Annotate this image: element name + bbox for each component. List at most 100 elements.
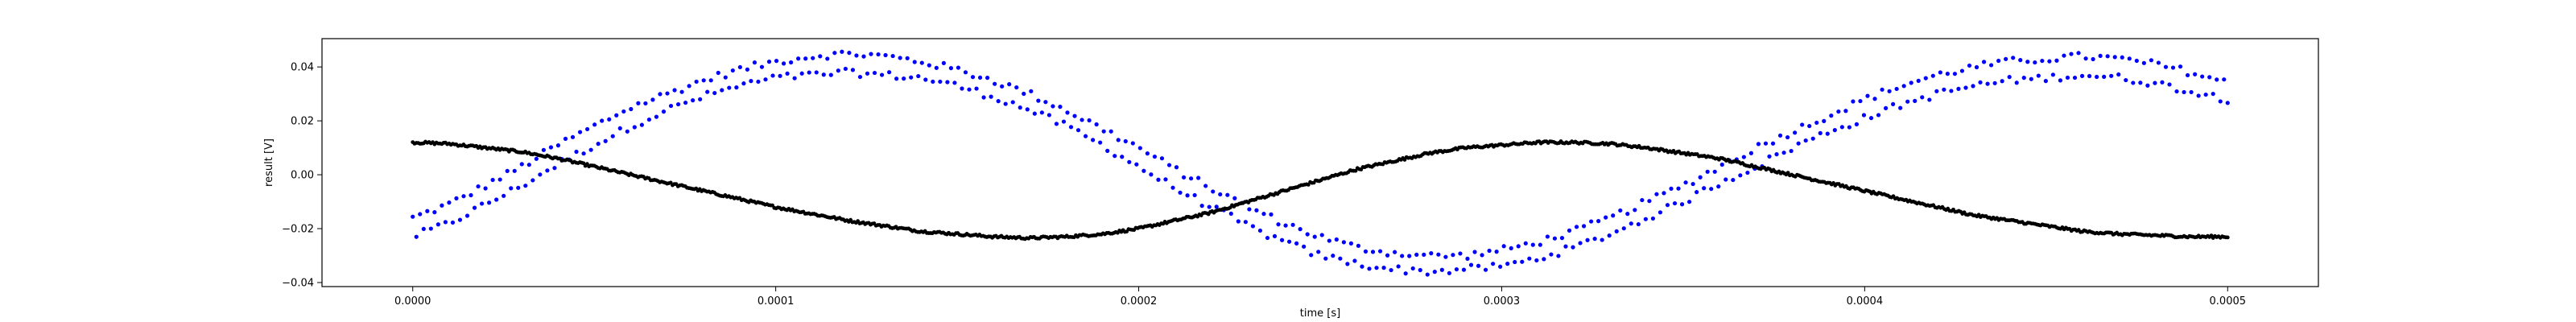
data-point-blue — [1410, 266, 1415, 271]
data-point-blue — [1756, 142, 1761, 147]
data-point-blue — [1123, 138, 1128, 144]
data-point-blue — [1400, 254, 1405, 258]
data-point-blue — [705, 89, 710, 94]
data-point-blue — [596, 142, 601, 147]
data-point-blue — [825, 56, 830, 61]
data-point-blue — [526, 163, 531, 167]
data-point-blue — [1822, 118, 1827, 123]
data-point-blue — [411, 214, 415, 219]
data-point-blue — [1516, 244, 1521, 249]
series-blue-points — [411, 49, 2230, 277]
data-point-blue — [414, 234, 419, 239]
data-point-blue — [457, 217, 463, 222]
data-point-blue — [1010, 100, 1015, 105]
data-point-blue — [1745, 170, 1750, 175]
data-point-blue — [1520, 259, 1525, 264]
data-point-blue — [989, 94, 993, 99]
data-point-blue — [1552, 236, 1558, 241]
data-point-blue — [530, 178, 535, 183]
data-point-blue — [1418, 267, 1422, 273]
data-point-blue — [1468, 262, 1474, 267]
data-point-blue — [1793, 130, 1798, 135]
y-tick-label: −0.02 — [282, 224, 314, 236]
data-point-blue — [512, 168, 517, 173]
data-point-blue — [2174, 89, 2179, 94]
data-point-blue — [2098, 53, 2103, 58]
data-point-blue — [1051, 104, 1055, 109]
data-point-blue — [967, 87, 972, 92]
data-point-blue — [781, 61, 786, 66]
data-point-blue — [545, 168, 550, 173]
data-point-blue — [869, 52, 873, 56]
data-point-blue — [1803, 138, 1808, 143]
data-point-blue — [2091, 56, 2095, 62]
data-point-blue — [1185, 193, 1190, 198]
data-point-blue — [1257, 228, 1263, 233]
data-point-blue — [1360, 264, 1364, 269]
data-point-blue — [2160, 80, 2165, 85]
data-point-blue — [2014, 80, 2019, 85]
data-point-blue — [538, 172, 543, 177]
data-point-blue — [683, 100, 688, 105]
data-point-blue — [436, 222, 440, 227]
data-point-blue — [432, 210, 437, 215]
data-point-blue — [1887, 89, 1892, 93]
data-point-blue — [1589, 219, 1594, 224]
data-point-blue — [447, 200, 452, 205]
data-point-blue — [993, 81, 997, 86]
data-point-blue — [1527, 256, 1532, 261]
data-point-blue — [600, 118, 605, 123]
data-point-blue — [894, 76, 899, 81]
data-point-blue — [1018, 105, 1022, 110]
data-point-blue — [1348, 241, 1353, 246]
data-point-blue — [712, 90, 717, 96]
data-point-blue — [1967, 63, 1972, 68]
data-point-blue — [2182, 89, 2186, 95]
data-point-blue — [1647, 199, 1652, 204]
data-point-blue — [1345, 262, 1350, 266]
data-point-blue — [2076, 51, 2081, 56]
data-point-blue — [2153, 80, 2157, 85]
data-point-blue — [1702, 186, 1707, 191]
data-point-blue — [902, 76, 906, 81]
data-point-blue — [661, 109, 667, 114]
data-point-blue — [945, 80, 950, 85]
data-point-blue — [555, 143, 561, 148]
data-point-blue — [494, 197, 499, 202]
data-point-blue — [1600, 237, 1604, 242]
data-point-blue — [1996, 58, 2001, 64]
data-point-blue — [1767, 154, 1772, 159]
data-point-blue — [799, 71, 804, 76]
data-point-blue — [1770, 141, 1776, 146]
data-point-blue — [1058, 105, 1063, 109]
data-point-blue — [963, 70, 968, 75]
data-point-blue — [2196, 93, 2201, 98]
data-point-blue — [763, 77, 768, 82]
data-point-blue — [636, 101, 641, 105]
data-point-blue — [1094, 122, 1099, 127]
data-point-blue — [1065, 110, 1070, 115]
data-point-blue — [1777, 133, 1783, 138]
data-point-blue — [1604, 215, 1608, 220]
data-point-blue — [1116, 138, 1121, 142]
data-point-blue — [1029, 89, 1034, 93]
data-point-blue — [1839, 125, 1844, 130]
data-point-blue — [1829, 114, 1834, 118]
data-point-blue — [1942, 87, 1946, 92]
data-point-blue — [581, 151, 586, 156]
data-point-blue — [2029, 76, 2033, 81]
data-point-blue — [2050, 72, 2055, 77]
data-point-blue — [1538, 242, 1542, 247]
data-point-blue — [1705, 169, 1710, 174]
x-tick-label: 0.0003 — [1484, 295, 1521, 308]
x-axis: 0.0000 0.0001 0.0002 0.0003 0.0004 0.0005 — [394, 287, 2246, 308]
data-point-blue — [1283, 223, 1288, 228]
data-point-blue — [1127, 159, 1132, 164]
data-point-blue — [1407, 254, 1412, 258]
data-point-blue — [1683, 180, 1688, 185]
data-point-blue — [792, 76, 797, 80]
data-point-blue — [1883, 105, 1889, 110]
data-point-blue — [1640, 197, 1645, 203]
data-point-blue — [502, 193, 506, 198]
